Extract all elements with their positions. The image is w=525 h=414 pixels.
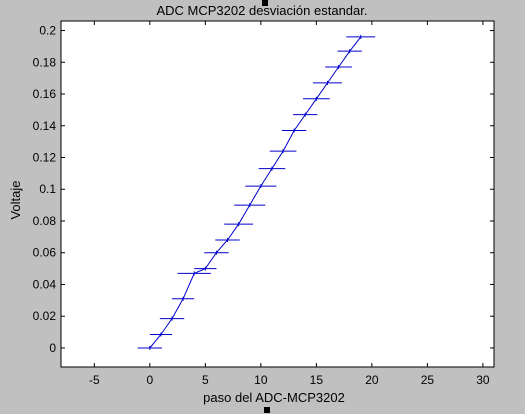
y-tick-label: 0.08 — [33, 214, 57, 228]
x-tick-label: 15 — [310, 373, 324, 387]
plot-area — [137, 34, 376, 350]
y-tick-label: 0.2 — [39, 24, 56, 38]
x-tick-label: 0 — [146, 373, 153, 387]
y-tick-label: 0.18 — [33, 55, 57, 69]
x-axis-label: paso del ADC-MCP3202 — [203, 390, 345, 405]
x-tick-label: 20 — [365, 373, 379, 387]
y-tick-label: 0.04 — [33, 277, 57, 291]
x-tick-label: 10 — [254, 373, 268, 387]
y-tick-label: 0.14 — [33, 119, 57, 133]
y-tick-label: 0.12 — [33, 150, 57, 164]
y-tick-label: 0.06 — [33, 246, 57, 260]
figure-resize-handle-bottom[interactable] — [264, 407, 270, 413]
y-tick-label: 0 — [49, 341, 56, 355]
chart-title: ADC MCP3202 desviación estandar. — [156, 3, 367, 18]
x-tick-label: 25 — [421, 373, 435, 387]
y-tick-label: 0.1 — [39, 182, 56, 196]
x-tick-label: -5 — [89, 373, 100, 387]
y-axis-label: Voltaje — [8, 180, 23, 219]
y-tick-label: 0.16 — [33, 87, 57, 101]
axes-frame — [60, 20, 495, 368]
x-tick-label: 5 — [202, 373, 209, 387]
ticks: -5 0 5 10 15 20 25 30 0 0.02 0.04 0.06 0.08 0.1 0.12 0.… — [33, 21, 494, 387]
axes-background — [61, 21, 494, 367]
y-tick-label: 0.02 — [33, 309, 57, 323]
x-tick-label: 30 — [476, 373, 490, 387]
series-line — [149, 36, 362, 349]
figure-resize-handle-top[interactable] — [262, 0, 268, 6]
